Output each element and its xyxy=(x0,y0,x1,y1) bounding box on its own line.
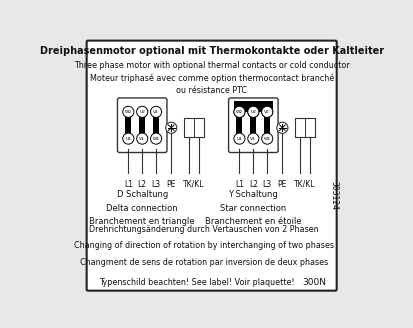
Text: Branchement en étoile: Branchement en étoile xyxy=(205,217,301,226)
Text: D Schaltung: D Schaltung xyxy=(116,190,168,199)
Text: 300N: 300N xyxy=(303,278,327,287)
Text: V1: V1 xyxy=(139,137,145,141)
Text: PE: PE xyxy=(166,179,176,189)
Text: V2: V2 xyxy=(264,110,270,114)
Circle shape xyxy=(248,106,259,117)
Circle shape xyxy=(137,106,148,117)
Text: Branchement en triangle: Branchement en triangle xyxy=(89,217,195,226)
Circle shape xyxy=(234,106,245,117)
Circle shape xyxy=(151,133,161,144)
Circle shape xyxy=(262,106,273,117)
Text: U2: U2 xyxy=(250,110,256,114)
Text: W2: W2 xyxy=(236,110,243,114)
Circle shape xyxy=(166,122,177,133)
Bar xyxy=(250,112,256,139)
Text: L1: L1 xyxy=(235,179,244,189)
Bar xyxy=(236,112,242,139)
Text: Dreiphasenmotor optional mit Thermokontakte oder Kaltleiter: Dreiphasenmotor optional mit Thermokonta… xyxy=(40,46,384,56)
Text: L2: L2 xyxy=(249,179,258,189)
Circle shape xyxy=(123,133,134,144)
Circle shape xyxy=(262,133,273,144)
Text: Three phase motor with optional thermal contacts or cold conductor: Three phase motor with optional thermal … xyxy=(74,61,349,70)
Circle shape xyxy=(123,106,134,117)
Text: W1: W1 xyxy=(152,137,160,141)
Text: L2: L2 xyxy=(138,179,147,189)
Circle shape xyxy=(137,133,148,144)
Text: L3: L3 xyxy=(263,179,272,189)
FancyBboxPatch shape xyxy=(87,41,337,291)
Text: Star connection: Star connection xyxy=(220,204,287,213)
Bar xyxy=(234,101,273,112)
Text: Y Schaltung: Y Schaltung xyxy=(228,190,278,199)
Text: W1: W1 xyxy=(263,137,271,141)
Text: U2: U2 xyxy=(139,110,145,114)
Circle shape xyxy=(248,106,259,117)
Text: Changing of direction of rotation by interchanging of two phases: Changing of direction of rotation by int… xyxy=(74,241,334,250)
Bar xyxy=(125,112,131,139)
Text: V2: V2 xyxy=(153,110,159,114)
Bar xyxy=(184,118,204,137)
Text: L3: L3 xyxy=(152,179,161,189)
Text: Typenschild beachten! See label! Voir plaquette!: Typenschild beachten! See label! Voir pl… xyxy=(99,278,294,287)
Text: V1: V1 xyxy=(250,137,256,141)
Text: W2: W2 xyxy=(236,110,243,114)
Text: U2: U2 xyxy=(250,110,256,114)
Bar xyxy=(295,118,315,137)
Text: TK/KL: TK/KL xyxy=(183,179,205,189)
Text: Delta connection: Delta connection xyxy=(107,204,178,213)
Text: W2: W2 xyxy=(125,110,132,114)
Bar xyxy=(264,112,270,139)
Circle shape xyxy=(248,133,259,144)
Circle shape xyxy=(234,106,245,117)
Circle shape xyxy=(277,122,288,133)
Text: V2: V2 xyxy=(264,110,270,114)
Text: Drehrichtungsänderung durch Vertauschen von 2 Phasen: Drehrichtungsänderung durch Vertauschen … xyxy=(89,225,319,234)
Circle shape xyxy=(151,106,161,117)
Text: ou résistance PTC: ou résistance PTC xyxy=(176,86,247,95)
Text: U1: U1 xyxy=(126,137,131,141)
FancyBboxPatch shape xyxy=(228,98,278,153)
FancyBboxPatch shape xyxy=(117,98,167,153)
Text: Moteur triphasé avec comme option thermocontact branché: Moteur triphasé avec comme option thermo… xyxy=(90,73,334,83)
Text: Changment de sens de rotation par inversion de deux phases: Changment de sens de rotation par invers… xyxy=(80,258,328,267)
Text: TK/KL: TK/KL xyxy=(294,179,316,189)
Circle shape xyxy=(262,106,273,117)
Circle shape xyxy=(234,133,245,144)
Bar xyxy=(139,112,145,139)
Text: 303124: 303124 xyxy=(330,181,339,211)
Text: U1: U1 xyxy=(237,137,242,141)
Bar xyxy=(153,112,159,139)
Text: PE: PE xyxy=(278,179,287,189)
Text: L1: L1 xyxy=(124,179,133,189)
